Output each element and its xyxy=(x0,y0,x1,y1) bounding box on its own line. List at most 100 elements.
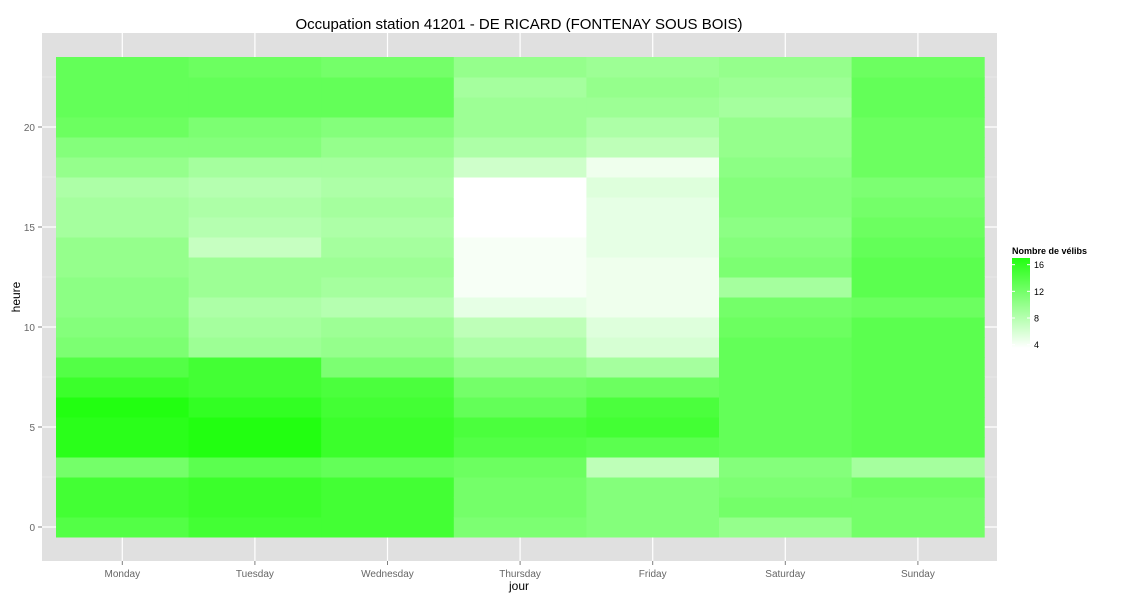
heatmap-cell xyxy=(188,417,322,438)
heatmap-cell xyxy=(453,137,587,158)
x-tick-label: Wednesday xyxy=(361,569,414,580)
heatmap-cell xyxy=(321,117,455,138)
heatmap-cell xyxy=(719,337,853,358)
heatmap-cell xyxy=(851,177,985,198)
heatmap-cell xyxy=(586,117,720,138)
heatmap-cell xyxy=(188,337,322,358)
heatmap-cell xyxy=(851,457,985,478)
heatmap-cell xyxy=(453,457,587,478)
legend-tick-label: 12 xyxy=(1034,287,1044,297)
heatmap-cell xyxy=(719,417,853,438)
heatmap-cell xyxy=(586,397,720,418)
heatmap-cell xyxy=(453,117,587,138)
heatmap-cell xyxy=(188,517,322,538)
heatmap-cell xyxy=(586,217,720,238)
heatmap-cell xyxy=(851,477,985,498)
heatmap-cell xyxy=(56,457,190,478)
heatmap-cell xyxy=(719,257,853,278)
heatmap-cell xyxy=(321,437,455,458)
heatmap-cell xyxy=(188,297,322,318)
heatmap-cell xyxy=(188,217,322,238)
heatmap-cell xyxy=(586,97,720,118)
heatmap-cell xyxy=(321,197,455,218)
heatmap-cell xyxy=(56,417,190,438)
y-tick-label: 15 xyxy=(24,223,36,234)
heatmap-cell xyxy=(851,137,985,158)
heatmap-cell xyxy=(719,457,853,478)
heatmap-cell xyxy=(851,97,985,118)
heatmap-cell xyxy=(453,217,587,238)
heatmap-cell xyxy=(56,157,190,178)
heatmap-cell xyxy=(321,337,455,358)
heatmap-cell xyxy=(586,57,720,78)
heatmap-cell xyxy=(851,377,985,398)
heatmap-cell xyxy=(851,257,985,278)
heatmap-cell xyxy=(188,197,322,218)
heatmap-cell xyxy=(453,477,587,498)
heatmap-cell xyxy=(188,137,322,158)
heatmap-cell xyxy=(719,157,853,178)
heatmap-cell xyxy=(586,357,720,378)
heatmap-cell xyxy=(188,457,322,478)
heatmap-cell xyxy=(586,497,720,518)
heatmap-cell xyxy=(719,477,853,498)
heatmap-cell xyxy=(188,477,322,498)
heatmap-cell xyxy=(453,417,587,438)
heatmap-cell xyxy=(851,357,985,378)
heatmap-cell xyxy=(453,257,587,278)
y-tick-label: 0 xyxy=(29,523,35,534)
heatmap-cell xyxy=(321,477,455,498)
heatmap-cell xyxy=(56,257,190,278)
heatmap-cell xyxy=(188,317,322,338)
heatmap-cell xyxy=(56,97,190,118)
heatmap-cell xyxy=(321,397,455,418)
heatmap-cell xyxy=(851,337,985,358)
heatmap-cell xyxy=(188,97,322,118)
heatmap-cell xyxy=(719,277,853,298)
heatmap-cell xyxy=(453,357,587,378)
x-axis-ticks: Monday Tuesday Wednesday Thursday Friday Satu… xyxy=(105,561,935,580)
heatmap-cell xyxy=(321,497,455,518)
heatmap-cell xyxy=(719,197,853,218)
heatmap-cell xyxy=(453,397,587,418)
heatmap-cell xyxy=(851,197,985,218)
heatmap-cell xyxy=(453,97,587,118)
chart-title: Occupation station 41201 - DE RICARD (FO… xyxy=(295,16,742,33)
heatmap-cell xyxy=(453,517,587,538)
heatmap-cell xyxy=(719,317,853,338)
y-tick-label: 20 xyxy=(24,123,36,134)
legend-ticks: 4 8 12 16 xyxy=(1012,260,1044,350)
heatmap-cell xyxy=(188,117,322,138)
heatmap-cell xyxy=(851,277,985,298)
heatmap-cell xyxy=(851,57,985,78)
heatmap-cell xyxy=(851,437,985,458)
heatmap-cell xyxy=(719,437,853,458)
heatmap-cell xyxy=(321,157,455,178)
heatmap-cell xyxy=(851,117,985,138)
heatmap-cell xyxy=(56,337,190,358)
heatmap-cell xyxy=(56,177,190,198)
heatmap-cell xyxy=(586,457,720,478)
heatmap-cell xyxy=(188,77,322,98)
heatmap-cell xyxy=(453,177,587,198)
heatmap-cell xyxy=(851,417,985,438)
heatmap-cell xyxy=(321,97,455,118)
heatmap-cell xyxy=(56,517,190,538)
x-tick-label: Saturday xyxy=(765,569,805,580)
heatmap-cell xyxy=(586,157,720,178)
heatmap-cell xyxy=(586,137,720,158)
heatmap-cell xyxy=(56,237,190,258)
heatmap-cell xyxy=(586,517,720,538)
legend-tick-label: 16 xyxy=(1034,260,1044,270)
heatmap-cell xyxy=(321,297,455,318)
heatmap-cell xyxy=(719,497,853,518)
y-axis-ticks: 0 5 10 15 20 xyxy=(24,123,42,534)
heatmap-cell xyxy=(719,137,853,158)
heatmap-cell xyxy=(453,377,587,398)
heatmap-cell xyxy=(586,437,720,458)
heatmap-cell xyxy=(56,77,190,98)
heatmap-cell xyxy=(586,237,720,258)
y-tick-label: 5 xyxy=(29,423,35,434)
heatmap-cell xyxy=(453,277,587,298)
heatmap-cell xyxy=(321,357,455,378)
